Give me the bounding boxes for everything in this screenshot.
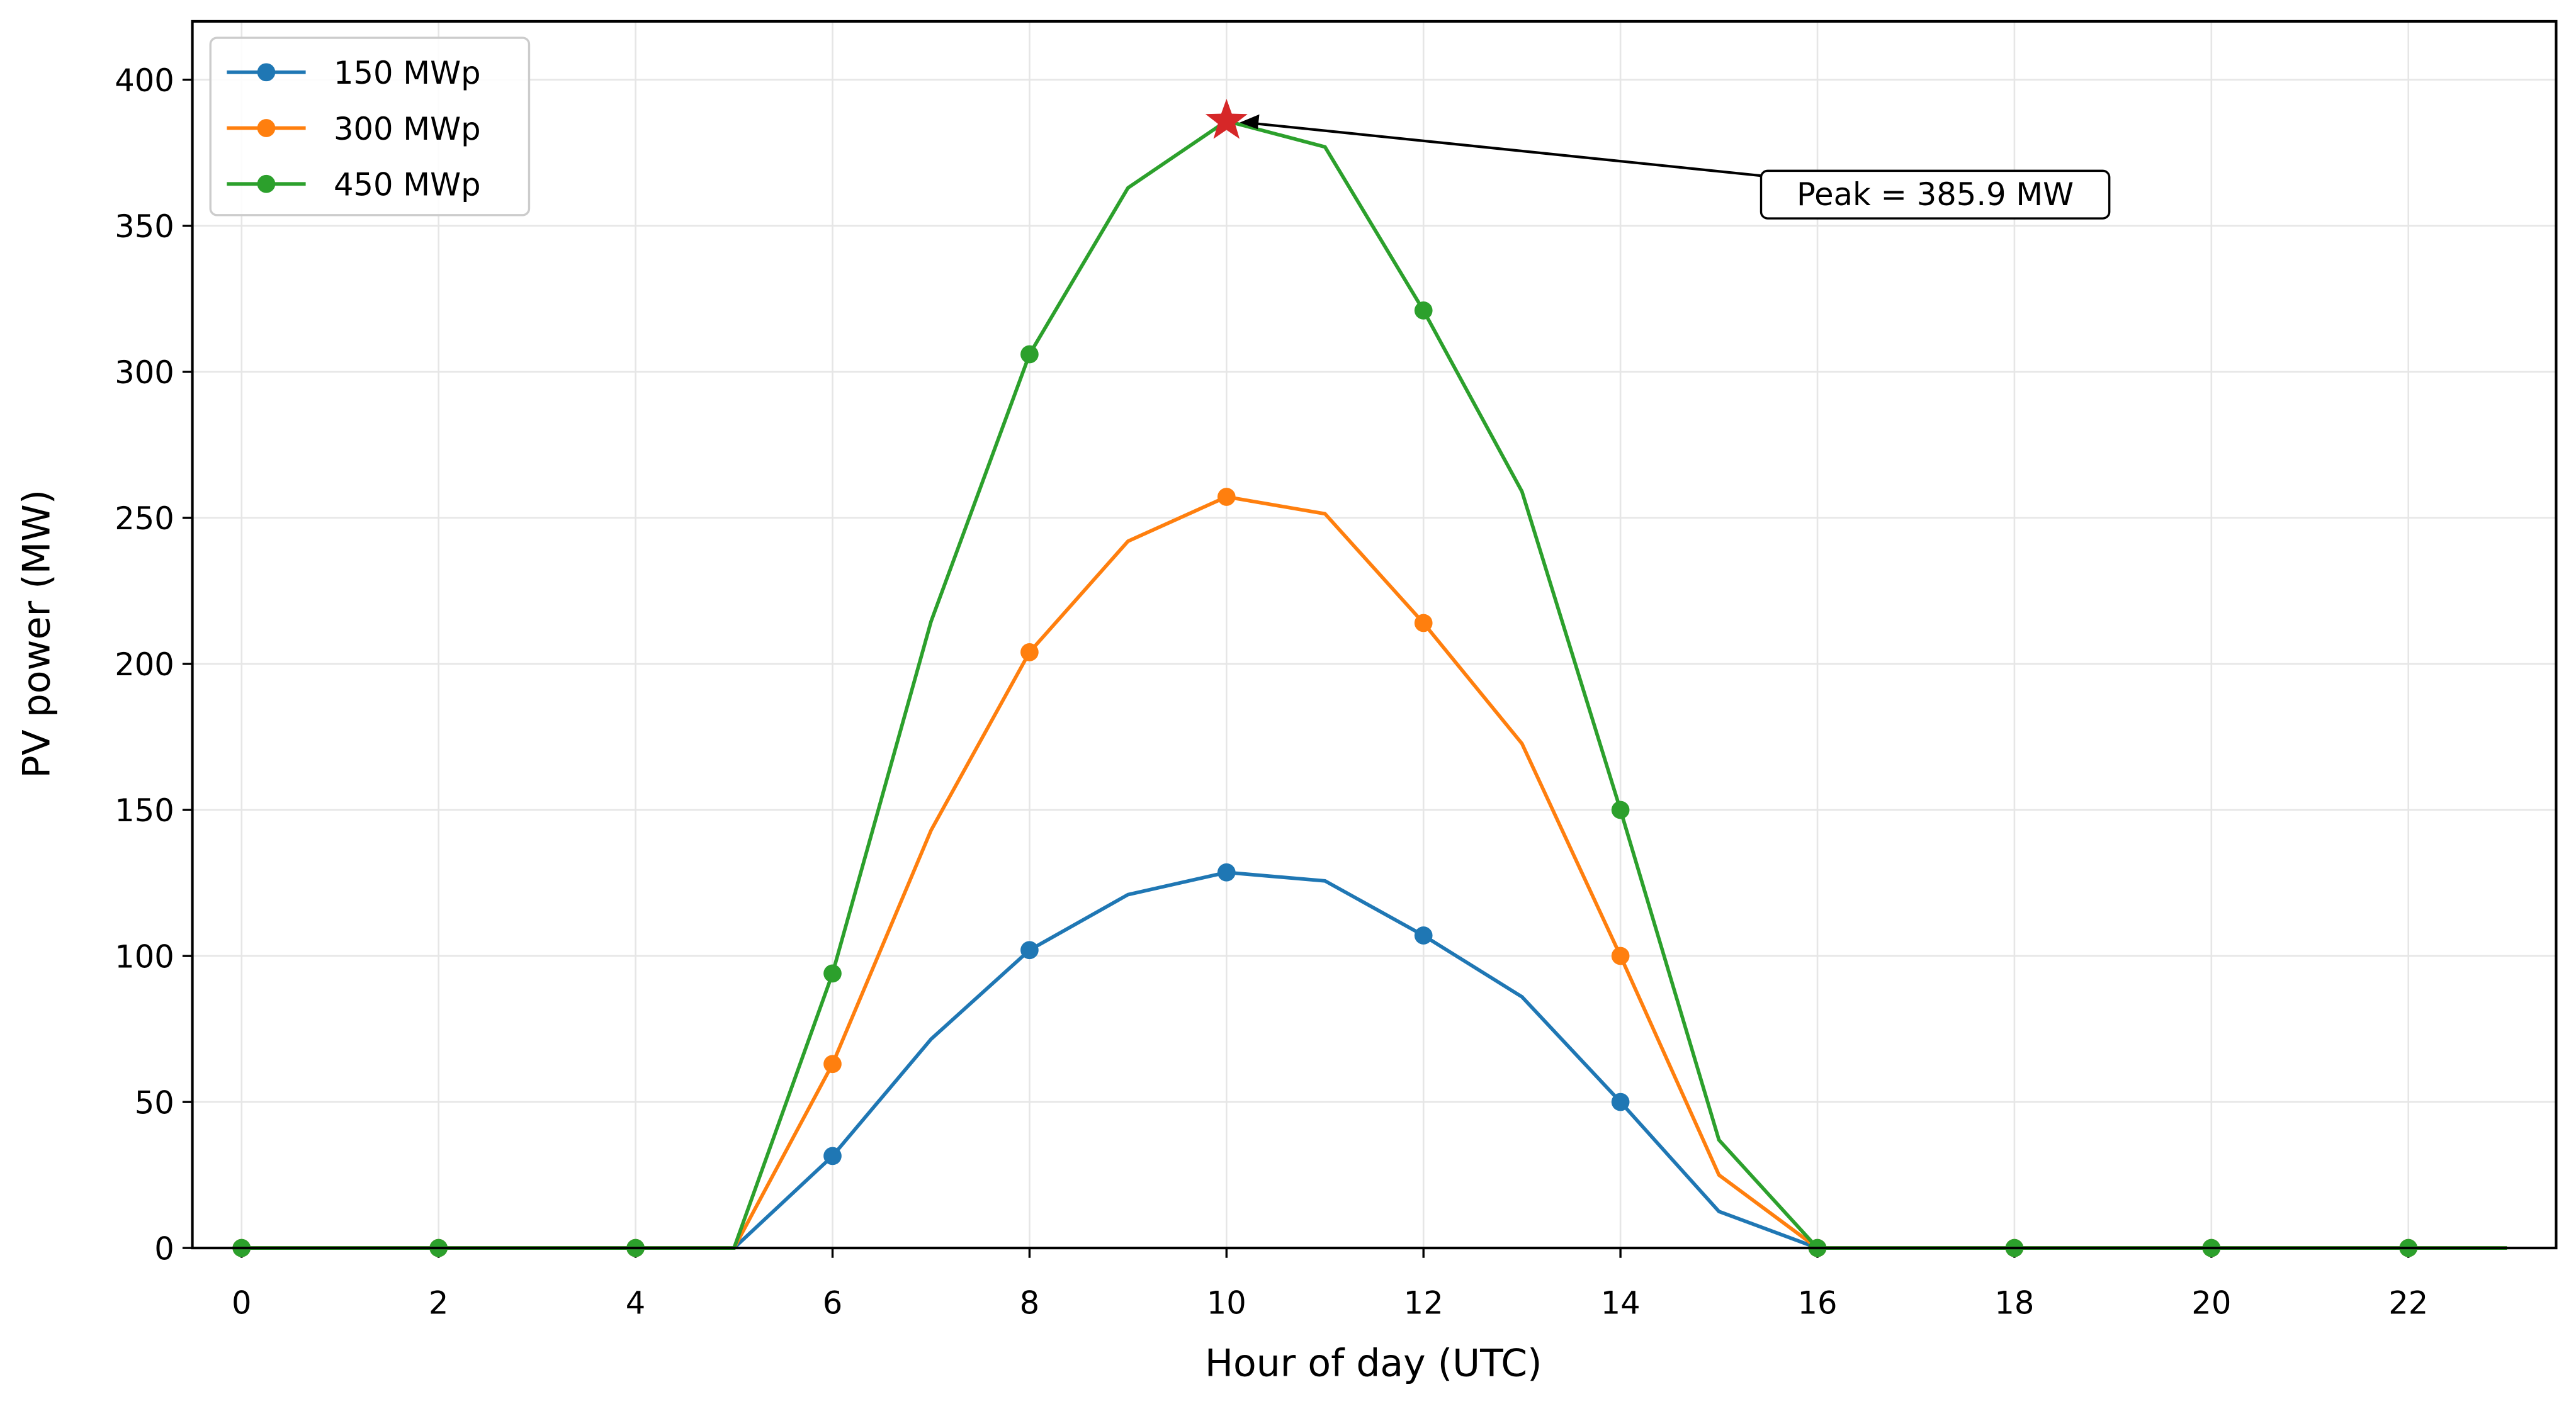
point	[1611, 1092, 1630, 1111]
peak-marker	[1205, 98, 1248, 139]
point	[823, 1147, 842, 1165]
point	[1414, 301, 1433, 320]
axes-frame	[191, 20, 2558, 1250]
legend-marker	[257, 174, 276, 193]
y-tick-label: 350	[115, 208, 174, 245]
point	[1020, 643, 1039, 661]
legend-label: 450 MWp	[334, 167, 481, 203]
x-tick-label: 10	[1207, 1284, 1246, 1321]
x-tick-label: 22	[2388, 1284, 2428, 1321]
annotation-text: Peak = 385.9 MW	[1797, 176, 2074, 213]
series-line	[241, 870, 2507, 1250]
x-tick-label: 0	[232, 1284, 252, 1321]
x-tick-label: 12	[1404, 1284, 1443, 1321]
point	[1414, 926, 1433, 945]
y-tick-label: 200	[115, 646, 174, 683]
point	[823, 964, 842, 983]
point	[1217, 488, 1236, 506]
x-tick-label: 16	[1797, 1284, 1837, 1321]
x-tick-label: 18	[1994, 1284, 2034, 1321]
point	[1414, 614, 1433, 632]
point	[1217, 863, 1236, 882]
point	[1020, 345, 1039, 364]
y-tick-label: 400	[115, 62, 174, 99]
y-tick-label: 250	[115, 500, 174, 537]
legend-marker	[257, 119, 276, 137]
x-tick-label: 6	[823, 1284, 843, 1321]
y-tick-label: 100	[115, 938, 174, 975]
point	[823, 1055, 842, 1074]
annotation-arrow	[1246, 121, 1761, 177]
y-tick-label: 0	[154, 1230, 174, 1267]
y-axis-label: PV power (MW)	[15, 490, 59, 778]
point	[1611, 800, 1630, 819]
legend-label: 300 MWp	[334, 111, 481, 147]
series-line	[241, 119, 2507, 1250]
x-tick-label: 4	[626, 1284, 646, 1321]
y-tick-label: 300	[115, 354, 174, 391]
annotation-box	[1760, 169, 2111, 220]
x-tick-label: 8	[1020, 1284, 1040, 1321]
series-line	[241, 495, 2507, 1250]
x-axis-label: Hour of day (UTC)	[1205, 1342, 1542, 1386]
x-tick-label: 14	[1601, 1284, 1641, 1321]
y-tick-label: 150	[115, 792, 174, 829]
x-tick-label: 2	[429, 1284, 449, 1321]
point	[1020, 941, 1039, 960]
legend-marker	[257, 63, 276, 82]
x-tick-label: 20	[2191, 1284, 2231, 1321]
y-tick-label: 50	[135, 1084, 174, 1121]
point	[1611, 946, 1630, 965]
legend-label: 150 MWp	[334, 55, 481, 91]
arrow-head	[1240, 114, 1260, 130]
legend-box	[209, 37, 531, 216]
